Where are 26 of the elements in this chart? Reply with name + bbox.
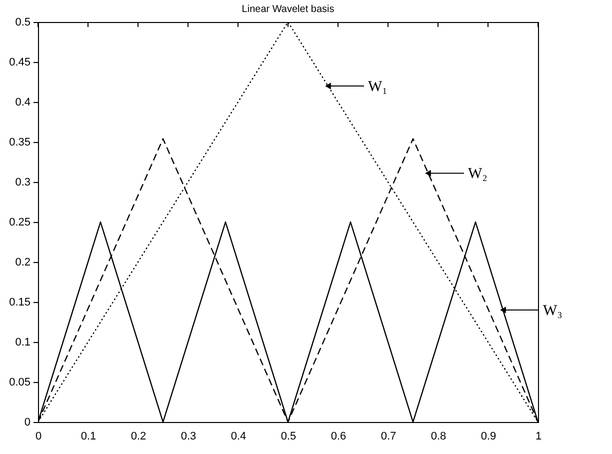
x-tick-label: 0.4 — [230, 430, 246, 442]
y-tick-label: 0.15 — [9, 296, 30, 308]
x-tick-label: 0.3 — [180, 430, 196, 442]
annotation: W₃ — [543, 303, 562, 319]
y-tick-label: 0.3 — [15, 176, 30, 188]
x-tick-label: 0 — [35, 430, 42, 442]
chart-title: Linear Wavelet basis — [242, 4, 334, 15]
x-tick-label: 0.9 — [480, 430, 496, 442]
x-tick-label: 0.7 — [380, 430, 396, 442]
y-tick-label: 0.1 — [15, 336, 30, 348]
x-tick-label: 0.8 — [430, 430, 446, 442]
y-tick-label: 0.45 — [9, 56, 30, 68]
x-tick-label: 1 — [535, 430, 542, 442]
y-tick-label: 0.5 — [15, 16, 30, 28]
y-tick-label: 0.4 — [15, 96, 30, 108]
annotation: W₁ — [368, 79, 388, 95]
y-tick-label: 0.2 — [15, 256, 30, 268]
x-tick-label: 0.6 — [330, 430, 346, 442]
annotation: W₂ — [468, 166, 488, 182]
x-tick-label: 0.2 — [130, 430, 146, 442]
y-tick-label: 0.35 — [9, 136, 30, 148]
x-tick-label: 0.1 — [80, 430, 96, 442]
y-tick-label: 0 — [24, 416, 30, 428]
y-tick-label: 0.05 — [9, 376, 30, 388]
x-tick-label: 0.5 — [280, 430, 296, 442]
y-tick-label: 0.25 — [9, 216, 30, 228]
